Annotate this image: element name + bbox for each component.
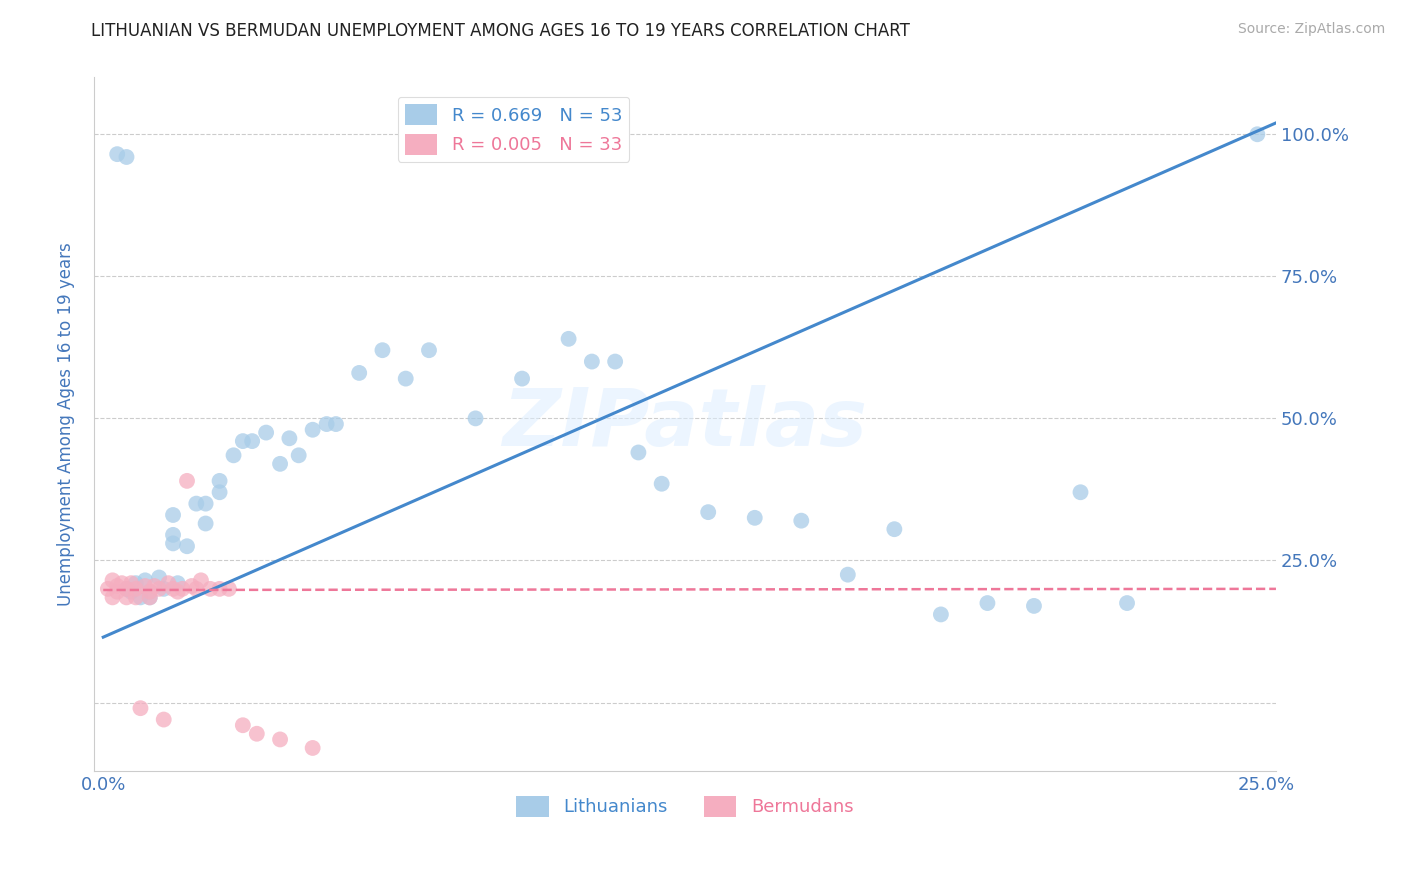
Point	[347, 366, 370, 380]
Point	[176, 474, 198, 488]
Point	[115, 582, 138, 596]
Point	[883, 522, 905, 536]
Point	[301, 741, 323, 756]
Point	[101, 591, 124, 605]
Point	[125, 576, 148, 591]
Point	[115, 582, 138, 596]
Point	[254, 425, 277, 440]
Point	[157, 576, 180, 591]
Point	[115, 150, 138, 164]
Point	[1022, 599, 1045, 613]
Point	[976, 596, 998, 610]
Point	[315, 417, 337, 431]
Point	[162, 536, 184, 550]
Point	[120, 584, 142, 599]
Point	[371, 343, 394, 358]
Point	[269, 457, 291, 471]
Point	[581, 354, 603, 368]
Point	[148, 582, 170, 596]
Point	[464, 411, 486, 425]
Point	[129, 591, 152, 605]
Point	[208, 485, 231, 500]
Point	[1069, 485, 1091, 500]
Point	[510, 371, 533, 385]
Point	[139, 584, 162, 599]
Point	[120, 576, 142, 591]
Point	[929, 607, 952, 622]
Text: ZIPatlas: ZIPatlas	[502, 385, 868, 463]
Point	[744, 511, 766, 525]
Point	[176, 539, 198, 553]
Point	[395, 371, 418, 385]
Point	[194, 516, 217, 531]
Point	[125, 591, 148, 605]
Point	[166, 576, 188, 591]
Point	[194, 497, 217, 511]
Point	[162, 582, 184, 596]
Point	[325, 417, 347, 431]
Point	[162, 508, 184, 522]
Point	[790, 514, 813, 528]
Point	[287, 448, 309, 462]
Point	[148, 570, 170, 584]
Point	[152, 713, 174, 727]
Point	[143, 579, 166, 593]
Point	[129, 701, 152, 715]
Point	[232, 434, 254, 449]
Point	[186, 497, 208, 511]
Point	[222, 448, 245, 462]
Y-axis label: Unemployment Among Ages 16 to 19 years: Unemployment Among Ages 16 to 19 years	[58, 243, 75, 606]
Point	[208, 582, 231, 596]
Point	[125, 582, 148, 596]
Point	[278, 431, 301, 445]
Point	[301, 423, 323, 437]
Point	[105, 584, 128, 599]
Point	[200, 582, 222, 596]
Point	[651, 476, 673, 491]
Point	[232, 718, 254, 732]
Point	[208, 474, 231, 488]
Point	[134, 574, 156, 588]
Point	[152, 582, 174, 596]
Point	[115, 591, 138, 605]
Point	[269, 732, 291, 747]
Point	[111, 576, 134, 591]
Point	[1246, 128, 1268, 142]
Point	[418, 343, 440, 358]
Point	[697, 505, 720, 519]
Point	[180, 579, 202, 593]
Point	[139, 584, 162, 599]
Point	[162, 528, 184, 542]
Point	[218, 582, 240, 596]
Point	[105, 579, 128, 593]
Text: Source: ZipAtlas.com: Source: ZipAtlas.com	[1237, 22, 1385, 37]
Text: LITHUANIAN VS BERMUDAN UNEMPLOYMENT AMONG AGES 16 TO 19 YEARS CORRELATION CHART: LITHUANIAN VS BERMUDAN UNEMPLOYMENT AMON…	[91, 22, 910, 40]
Point	[105, 147, 128, 161]
Point	[101, 574, 124, 588]
Point	[240, 434, 263, 449]
Point	[139, 591, 162, 605]
Point	[605, 354, 627, 368]
Point	[186, 582, 208, 596]
Point	[557, 332, 579, 346]
Point	[134, 579, 156, 593]
Point	[172, 582, 194, 596]
Point	[166, 584, 188, 599]
Point	[837, 567, 859, 582]
Point	[627, 445, 650, 459]
Legend: Lithuanians, Bermudans: Lithuanians, Bermudans	[509, 789, 860, 824]
Point	[1116, 596, 1139, 610]
Point	[246, 727, 269, 741]
Point	[139, 591, 162, 605]
Point	[97, 582, 120, 596]
Point	[190, 574, 212, 588]
